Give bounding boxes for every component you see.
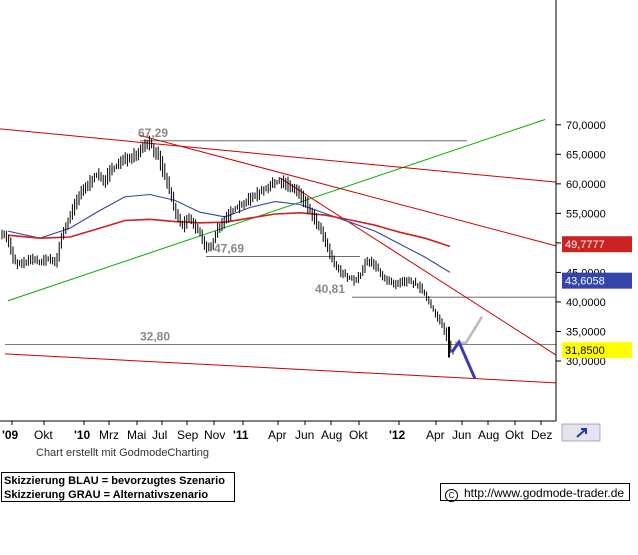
x-tick-label-18: Dez <box>531 428 552 442</box>
level-label-0: 67,29 <box>138 126 168 140</box>
price-series <box>1 135 454 358</box>
y-tick-label-1: 35,0000 <box>566 326 606 338</box>
y-tick-label-2: 40,0000 <box>566 297 606 309</box>
trendline-1 <box>0 128 557 183</box>
trendlines <box>0 119 557 384</box>
trendline-2 <box>139 134 557 247</box>
x-tick-label-13: '12 <box>389 428 406 442</box>
price-tag-box-1 <box>562 272 632 289</box>
level-label-1: 47,69 <box>214 242 244 256</box>
y-tick-label-7: 65,0000 <box>566 149 606 161</box>
x-tick-label-14: Apr <box>426 428 445 442</box>
y-tick-label-5: 55,0000 <box>566 208 606 220</box>
copyright-icon: C <box>445 489 458 502</box>
website-url[interactable]: http://www.godmode-trader.de <box>464 486 625 500</box>
trendline-0 <box>7 119 546 302</box>
x-tick-label-3: Mrz <box>99 428 119 442</box>
x-tick-label-4: Mai <box>127 428 146 442</box>
level-label-2: 40,81 <box>315 282 345 296</box>
trendline-4 <box>4 353 557 384</box>
arrow-icon[interactable] <box>561 423 601 442</box>
x-tick-label-5: Jul <box>152 428 167 442</box>
x-tick-label-12: Okt <box>349 428 368 442</box>
x-axis-ticks: '09 Okt '10 Mrz Mai Jul Sep Nov '11 Apr Jun Aug Okt '… <box>2 421 552 442</box>
x-tick-label-17: Okt <box>505 428 524 442</box>
x-tick-label-1: Okt <box>34 428 53 442</box>
x-tick-label-0: '09 <box>2 428 19 442</box>
chart-credit: Chart erstellt mit GodmodeCharting <box>36 447 210 459</box>
moving-averages <box>7 193 451 273</box>
legend-grey-scenario: Skizzierung GRAU = Alternativszenario <box>4 489 209 501</box>
horizontal-levels: 67,29 47,69 40,81 32,80 <box>5 126 556 345</box>
x-tick-label-10: Jun <box>295 428 314 442</box>
legend-blue-scenario: Skizzierung BLAU = bevorzugtes Szenario <box>4 475 225 487</box>
price-tag-label-2: 31,8500 <box>565 345 605 357</box>
scenario-legend: Skizzierung BLAU = bevorzugtes Szenario … <box>1 472 235 502</box>
price-tag-label-1: 43,6058 <box>565 276 605 288</box>
x-tick-label-7: Nov <box>204 428 225 442</box>
price-tag-box-0 <box>562 236 632 253</box>
level-label-3: 32,80 <box>140 329 170 343</box>
y-tick-label-8: 70,0000 <box>566 120 606 132</box>
x-tick-label-9: Apr <box>268 428 287 442</box>
y-tick-label-0: 30,0000 <box>566 356 606 368</box>
moving-average-1 <box>7 211 451 248</box>
x-tick-label-2: '10 <box>74 428 91 442</box>
x-tick-label-16: Aug <box>478 428 499 442</box>
price-tags: 49,7777 43,6058 31,8500 <box>562 236 632 359</box>
y-tick-label-6: 60,0000 <box>566 179 606 191</box>
x-tick-label-11: Aug <box>321 428 342 442</box>
x-tick-label-6: Sep <box>177 428 199 442</box>
moving-average-0 <box>7 193 451 273</box>
scenarios <box>450 316 484 380</box>
scenario-blue-path <box>450 339 477 380</box>
trendline-3 <box>279 177 557 356</box>
price-tag-box-2 <box>562 342 632 359</box>
x-tick-label-15: Jun <box>452 428 471 442</box>
price-tag-label-0: 49,7777 <box>565 239 605 251</box>
x-tick-label-8: '11 <box>233 428 249 442</box>
